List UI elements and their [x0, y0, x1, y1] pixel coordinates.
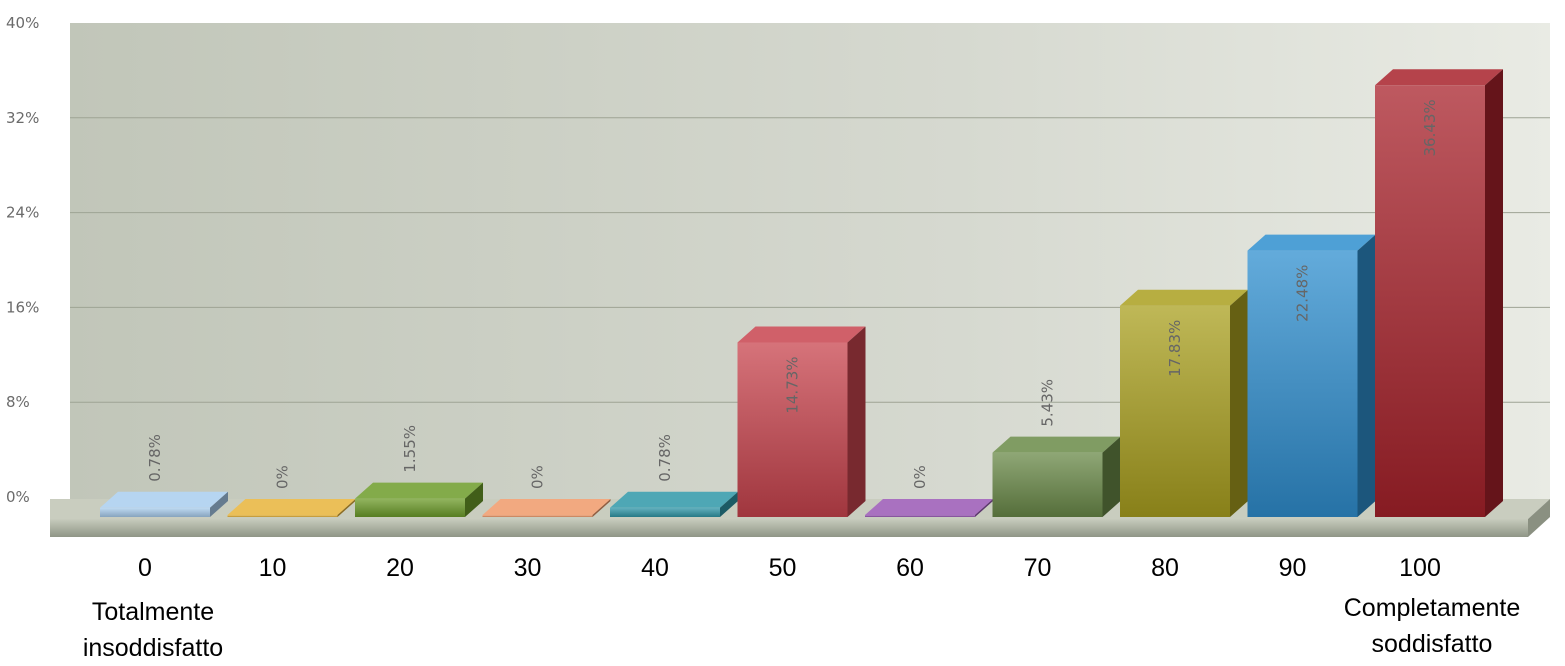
data-label: 17.83%	[1166, 320, 1184, 377]
bar-30	[482, 499, 611, 517]
bar-front	[1375, 85, 1485, 517]
y-tick-label: 32%	[6, 109, 39, 127]
bar-side	[1102, 436, 1121, 517]
bar-front	[865, 515, 975, 517]
x-category-label: 40	[641, 554, 669, 582]
data-label: 0%	[529, 465, 547, 489]
bar-50	[737, 326, 866, 517]
bar-front	[355, 498, 465, 517]
data-label: 22.48%	[1294, 265, 1312, 322]
bar-side	[847, 326, 866, 517]
bar-side	[592, 499, 611, 517]
data-label: 0.78%	[656, 434, 674, 482]
bar-side	[1485, 69, 1503, 517]
data-label: 5.43%	[1039, 379, 1057, 427]
bar-front	[482, 515, 593, 517]
bar-20	[355, 482, 483, 517]
bar-100	[1375, 69, 1503, 517]
x-category-label: 0	[138, 554, 152, 582]
bar-40	[610, 491, 738, 517]
x-annotation-left: Totalmente	[92, 598, 214, 626]
bar-top	[1247, 234, 1376, 251]
bar-top	[865, 499, 993, 515]
x-category-label: 30	[514, 554, 542, 582]
bar-top	[1375, 69, 1503, 86]
x-category-label: 50	[769, 554, 797, 582]
bar-top	[992, 436, 1121, 453]
data-label: 36.43%	[1421, 99, 1439, 156]
bar-80	[1120, 289, 1248, 517]
y-tick-label: 8%	[6, 393, 30, 411]
x-category-label: 20	[386, 554, 414, 582]
data-label: 0.78%	[146, 434, 164, 482]
chart-floor-side	[1528, 499, 1550, 537]
chart-floor-front	[50, 519, 1528, 537]
bar-10	[227, 499, 356, 517]
bar-0	[100, 491, 228, 517]
data-label: 14.73%	[784, 356, 802, 413]
y-tick-label: 16%	[6, 298, 39, 316]
bar-side	[210, 491, 228, 517]
bar-top	[482, 499, 611, 515]
bar-70	[992, 436, 1121, 517]
x-category-label: 10	[259, 554, 287, 582]
bar-top	[737, 326, 866, 343]
x-category-label: 100	[1399, 554, 1441, 582]
bar-side	[720, 491, 738, 517]
data-label: 0%	[911, 465, 929, 489]
data-label: 1.55%	[401, 425, 419, 473]
bar-top	[610, 491, 738, 508]
x-category-label: 80	[1151, 554, 1179, 582]
bar-front	[737, 342, 848, 517]
y-tick-label: 24%	[6, 204, 39, 222]
x-annotation-right: Completamente	[1344, 594, 1520, 622]
bar-front	[610, 507, 720, 517]
bar-90	[1247, 234, 1376, 517]
bar-top	[355, 482, 483, 499]
x-annotation-left: insoddisfatto	[83, 634, 223, 662]
bar-top	[1120, 289, 1248, 306]
x-category-label: 90	[1279, 554, 1307, 582]
bar-front	[227, 515, 338, 517]
y-tick-label: 40%	[6, 14, 39, 32]
bar-front	[1120, 305, 1230, 517]
bar-front	[1247, 250, 1358, 517]
bar-60	[865, 499, 993, 517]
data-label: 0%	[274, 465, 292, 489]
bar-top	[100, 491, 228, 508]
bar-top	[227, 499, 356, 515]
bar-side	[1357, 234, 1376, 517]
x-annotation-right: soddisfatto	[1372, 630, 1493, 658]
bar-side	[465, 482, 483, 517]
bar-front	[992, 452, 1103, 517]
bar-side	[1230, 289, 1248, 517]
y-tick-label: 0%	[6, 488, 30, 506]
bar-side	[975, 499, 993, 517]
bar-front	[100, 507, 210, 517]
x-category-label: 70	[1024, 554, 1052, 582]
x-category-label: 60	[896, 554, 924, 582]
bar-side	[337, 499, 356, 517]
